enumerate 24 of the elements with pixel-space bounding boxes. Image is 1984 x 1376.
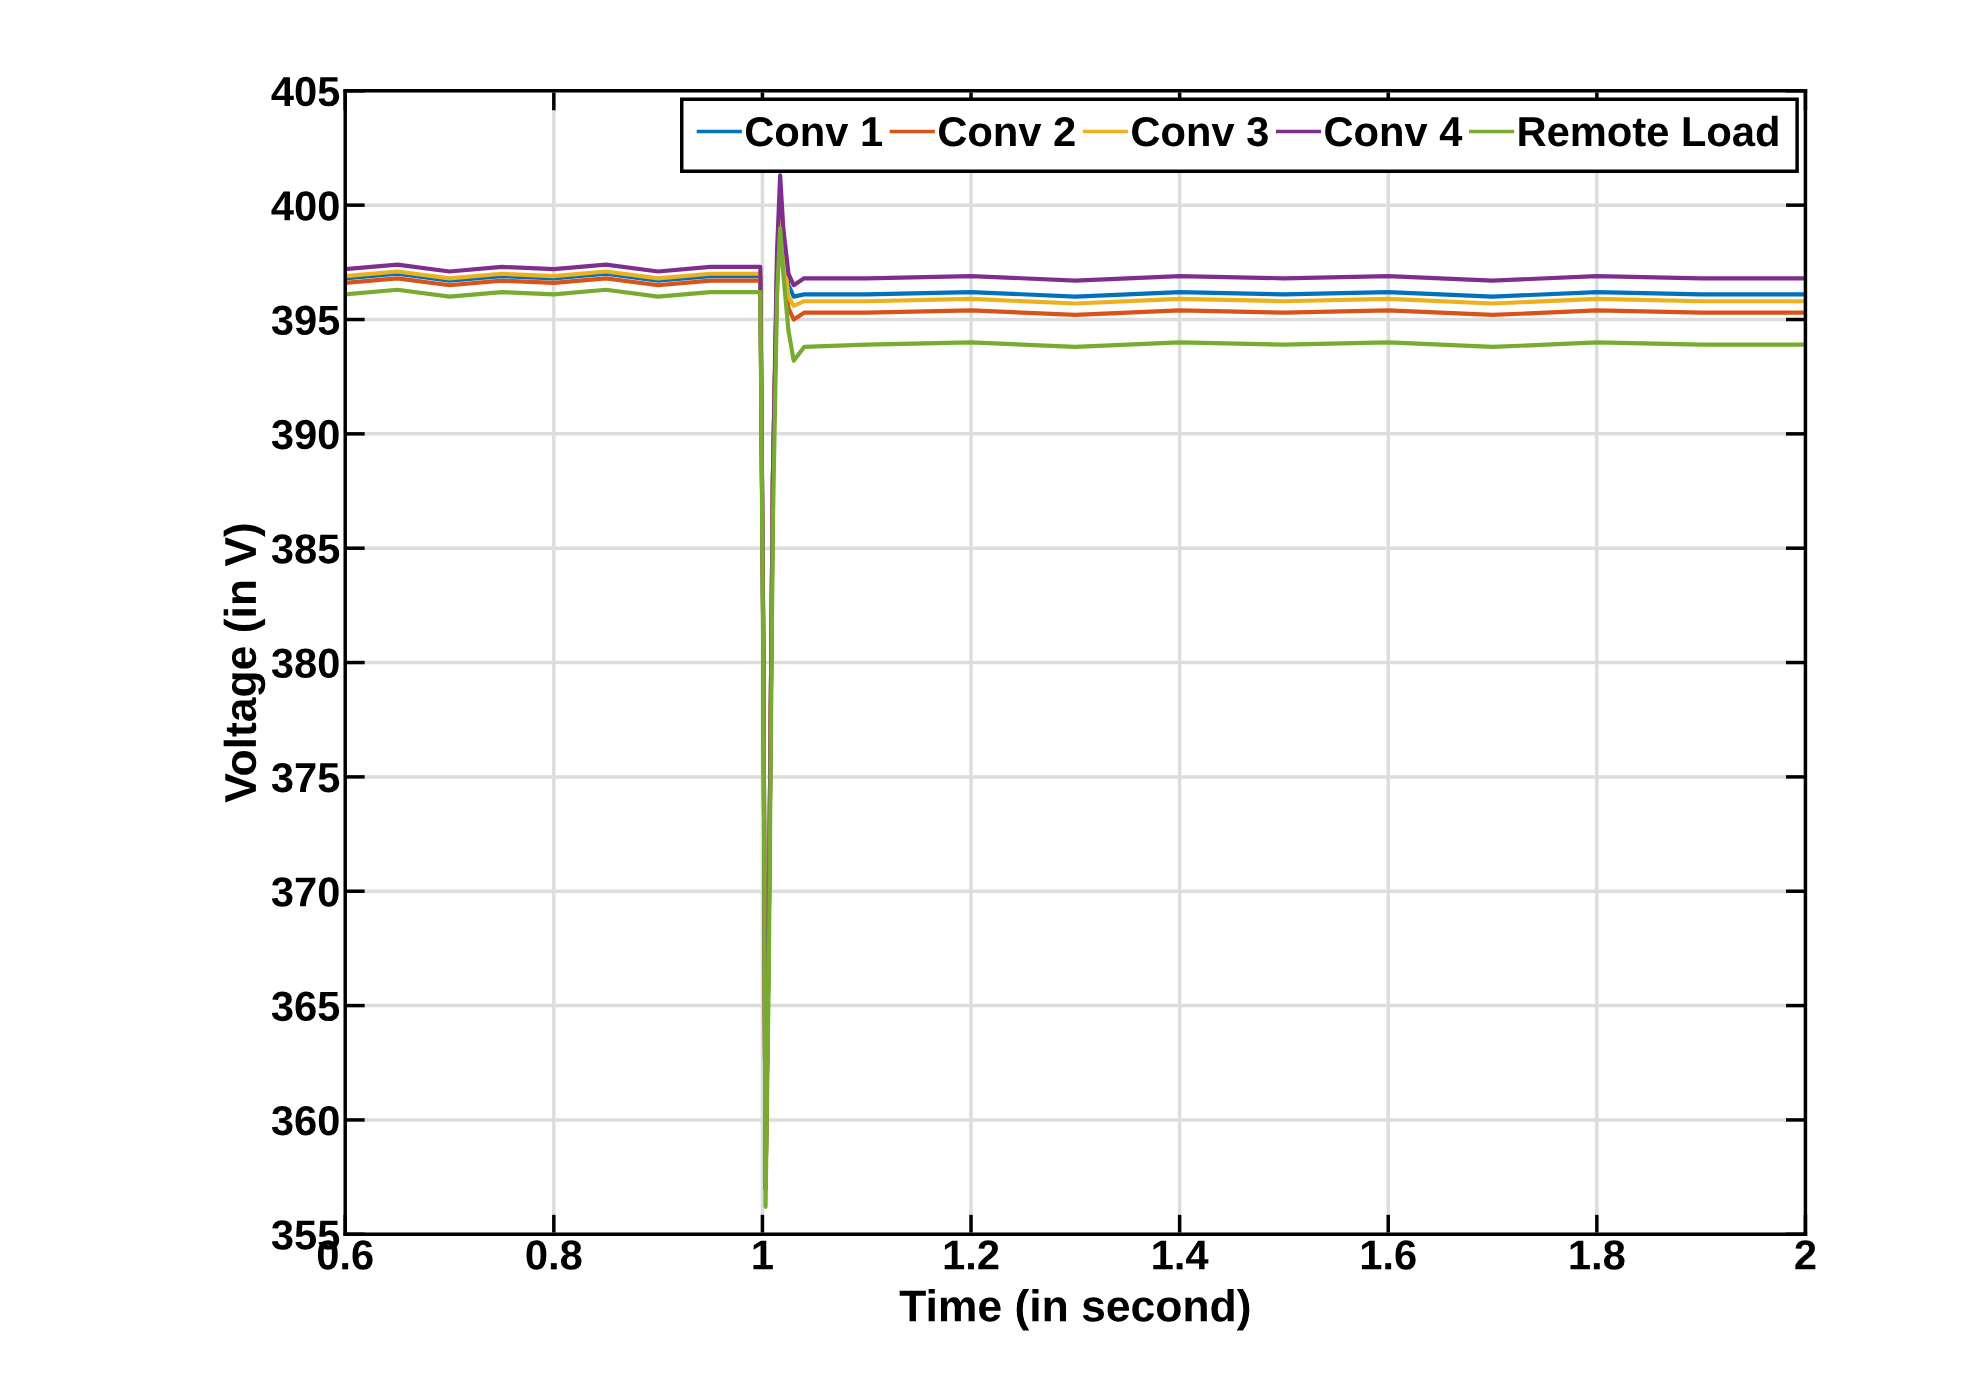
x-axis-title: Time (in second) (899, 1289, 1250, 1331)
y-tick-label: 400 (271, 191, 339, 221)
y-tick-label: 380 (271, 648, 339, 679)
y-tick-label: 395 (271, 305, 340, 336)
y-tick-label: 360 (271, 1105, 339, 1136)
y-tick-label: 385 (271, 534, 340, 564)
x-tick-label: 1.4 (1153, 1240, 1209, 1270)
legend-label: Conv 4 (1325, 116, 1463, 147)
x-tick-label: 1.8 (1570, 1240, 1625, 1270)
legend-label: Conv 1 (745, 116, 882, 147)
x-tick-label: 1 (753, 1240, 773, 1270)
legend-label: Conv 3 (1132, 116, 1268, 147)
x-tick-label: 1.2 (944, 1240, 999, 1270)
y-axis-title: Voltage (in V) (223, 524, 266, 803)
y-tick-label: 365 (271, 991, 340, 1022)
y-tick-label: 405 (271, 76, 340, 107)
y-tick-label: 375 (271, 762, 340, 793)
x-tick-label: 0.8 (526, 1240, 582, 1270)
x-tick-label: 2 (1795, 1240, 1816, 1270)
x-tick-label: 1.6 (1361, 1240, 1416, 1270)
legend-label: Remote Load (1519, 115, 1778, 147)
y-tick-label: 390 (271, 419, 339, 450)
legend-label: Conv 2 (939, 116, 1075, 147)
y-tick-label: 370 (271, 877, 339, 907)
